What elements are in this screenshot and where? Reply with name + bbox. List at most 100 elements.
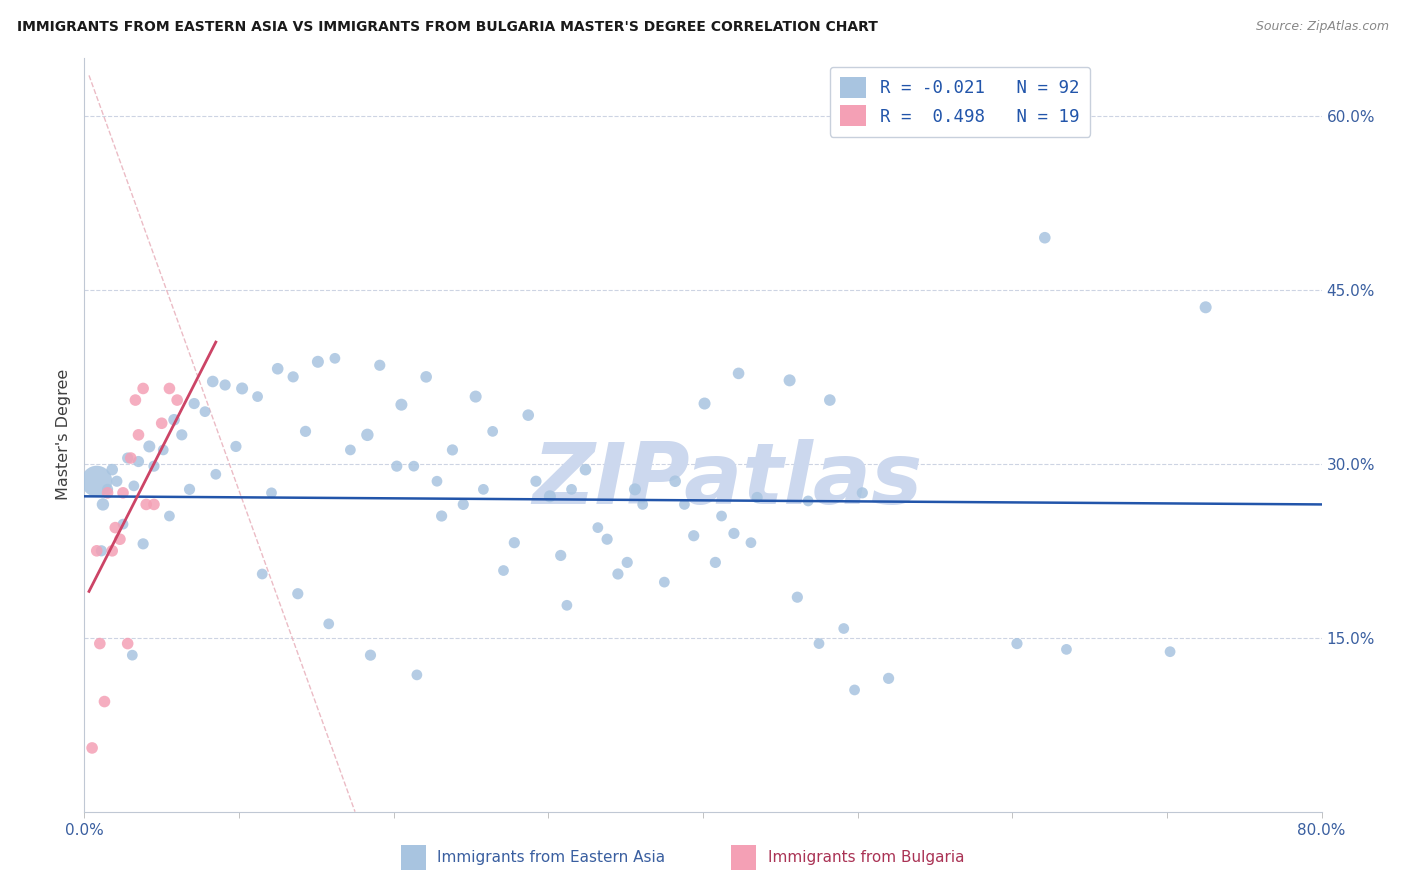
Point bbox=[607, 567, 630, 582]
Point bbox=[214, 378, 236, 392]
Point bbox=[205, 467, 228, 482]
Point bbox=[90, 543, 112, 558]
Point bbox=[402, 459, 425, 474]
Point bbox=[740, 535, 762, 549]
Point bbox=[1005, 637, 1028, 651]
Point bbox=[391, 398, 413, 412]
Point bbox=[159, 508, 180, 523]
Point bbox=[183, 396, 205, 410]
Point bbox=[132, 537, 155, 551]
Point bbox=[693, 396, 716, 410]
Point bbox=[152, 442, 174, 457]
Point bbox=[664, 475, 686, 489]
Point bbox=[808, 637, 831, 651]
Point bbox=[96, 483, 118, 497]
Point bbox=[430, 508, 453, 523]
Text: Immigrants from Eastern Asia: Immigrants from Eastern Asia bbox=[437, 850, 665, 864]
Point bbox=[368, 358, 391, 372]
Point bbox=[550, 549, 572, 563]
Point bbox=[851, 485, 873, 500]
Point bbox=[652, 575, 676, 590]
Point bbox=[108, 532, 131, 546]
Point bbox=[159, 382, 180, 396]
Text: Source: ZipAtlas.com: Source: ZipAtlas.com bbox=[1256, 20, 1389, 33]
Point bbox=[287, 587, 309, 601]
Point bbox=[260, 485, 283, 500]
Point bbox=[844, 683, 866, 698]
Point bbox=[150, 416, 173, 430]
Point bbox=[267, 361, 290, 376]
Point bbox=[624, 483, 647, 497]
Point bbox=[170, 427, 193, 442]
Point bbox=[360, 648, 382, 662]
Point bbox=[124, 392, 146, 407]
Text: ZIPatlas: ZIPatlas bbox=[533, 439, 922, 522]
Point bbox=[166, 392, 188, 407]
Point bbox=[406, 668, 429, 682]
Point bbox=[492, 564, 515, 578]
Point bbox=[747, 491, 769, 505]
Point bbox=[105, 475, 128, 489]
Y-axis label: Master's Degree: Master's Degree bbox=[56, 369, 72, 500]
Point bbox=[138, 440, 160, 453]
Point bbox=[524, 475, 547, 489]
Point bbox=[1159, 645, 1181, 659]
Point bbox=[86, 543, 108, 558]
Point bbox=[877, 671, 900, 685]
Point bbox=[596, 532, 619, 546]
Point bbox=[1054, 642, 1078, 657]
Point bbox=[415, 369, 437, 384]
Point bbox=[797, 494, 820, 508]
Point bbox=[779, 373, 801, 387]
Point bbox=[307, 355, 329, 369]
Point bbox=[464, 390, 486, 404]
Point bbox=[112, 485, 135, 500]
Point bbox=[117, 637, 139, 651]
Point bbox=[194, 404, 217, 418]
Point bbox=[82, 740, 104, 755]
Point bbox=[93, 694, 115, 708]
Point bbox=[86, 475, 108, 489]
Point bbox=[294, 425, 316, 439]
Point bbox=[1195, 300, 1218, 314]
Point bbox=[281, 369, 305, 384]
Point bbox=[122, 479, 145, 493]
Text: IMMIGRANTS FROM EASTERN ASIA VS IMMIGRANTS FROM BULGARIA MASTER'S DEGREE CORRELA: IMMIGRANTS FROM EASTERN ASIA VS IMMIGRAN… bbox=[17, 20, 877, 34]
Point bbox=[673, 498, 696, 512]
Point bbox=[538, 489, 561, 503]
Point bbox=[143, 459, 166, 474]
Point bbox=[453, 498, 475, 512]
Point bbox=[135, 498, 157, 512]
Point bbox=[121, 648, 143, 662]
Point bbox=[96, 485, 118, 500]
Point bbox=[631, 498, 654, 512]
Point bbox=[481, 425, 503, 439]
Point bbox=[503, 535, 526, 549]
Point bbox=[710, 508, 733, 523]
Point bbox=[323, 351, 346, 366]
Point bbox=[727, 367, 749, 381]
Point bbox=[472, 483, 495, 497]
Point bbox=[574, 462, 596, 476]
Point bbox=[143, 498, 166, 512]
Point bbox=[441, 442, 464, 457]
Point bbox=[704, 555, 727, 569]
Point bbox=[385, 459, 408, 474]
Point bbox=[586, 521, 609, 535]
Point bbox=[101, 543, 124, 558]
Point bbox=[163, 413, 186, 427]
Point bbox=[101, 462, 124, 476]
Point bbox=[555, 599, 578, 613]
Point bbox=[832, 622, 855, 636]
Point bbox=[104, 521, 127, 535]
Point bbox=[231, 382, 253, 396]
Point bbox=[318, 616, 340, 631]
Point bbox=[225, 440, 247, 453]
Point bbox=[818, 392, 841, 407]
Point bbox=[616, 555, 638, 569]
Point bbox=[560, 483, 583, 497]
Point bbox=[201, 375, 224, 389]
Point bbox=[356, 427, 378, 442]
Point bbox=[89, 637, 111, 651]
Point bbox=[127, 454, 149, 468]
